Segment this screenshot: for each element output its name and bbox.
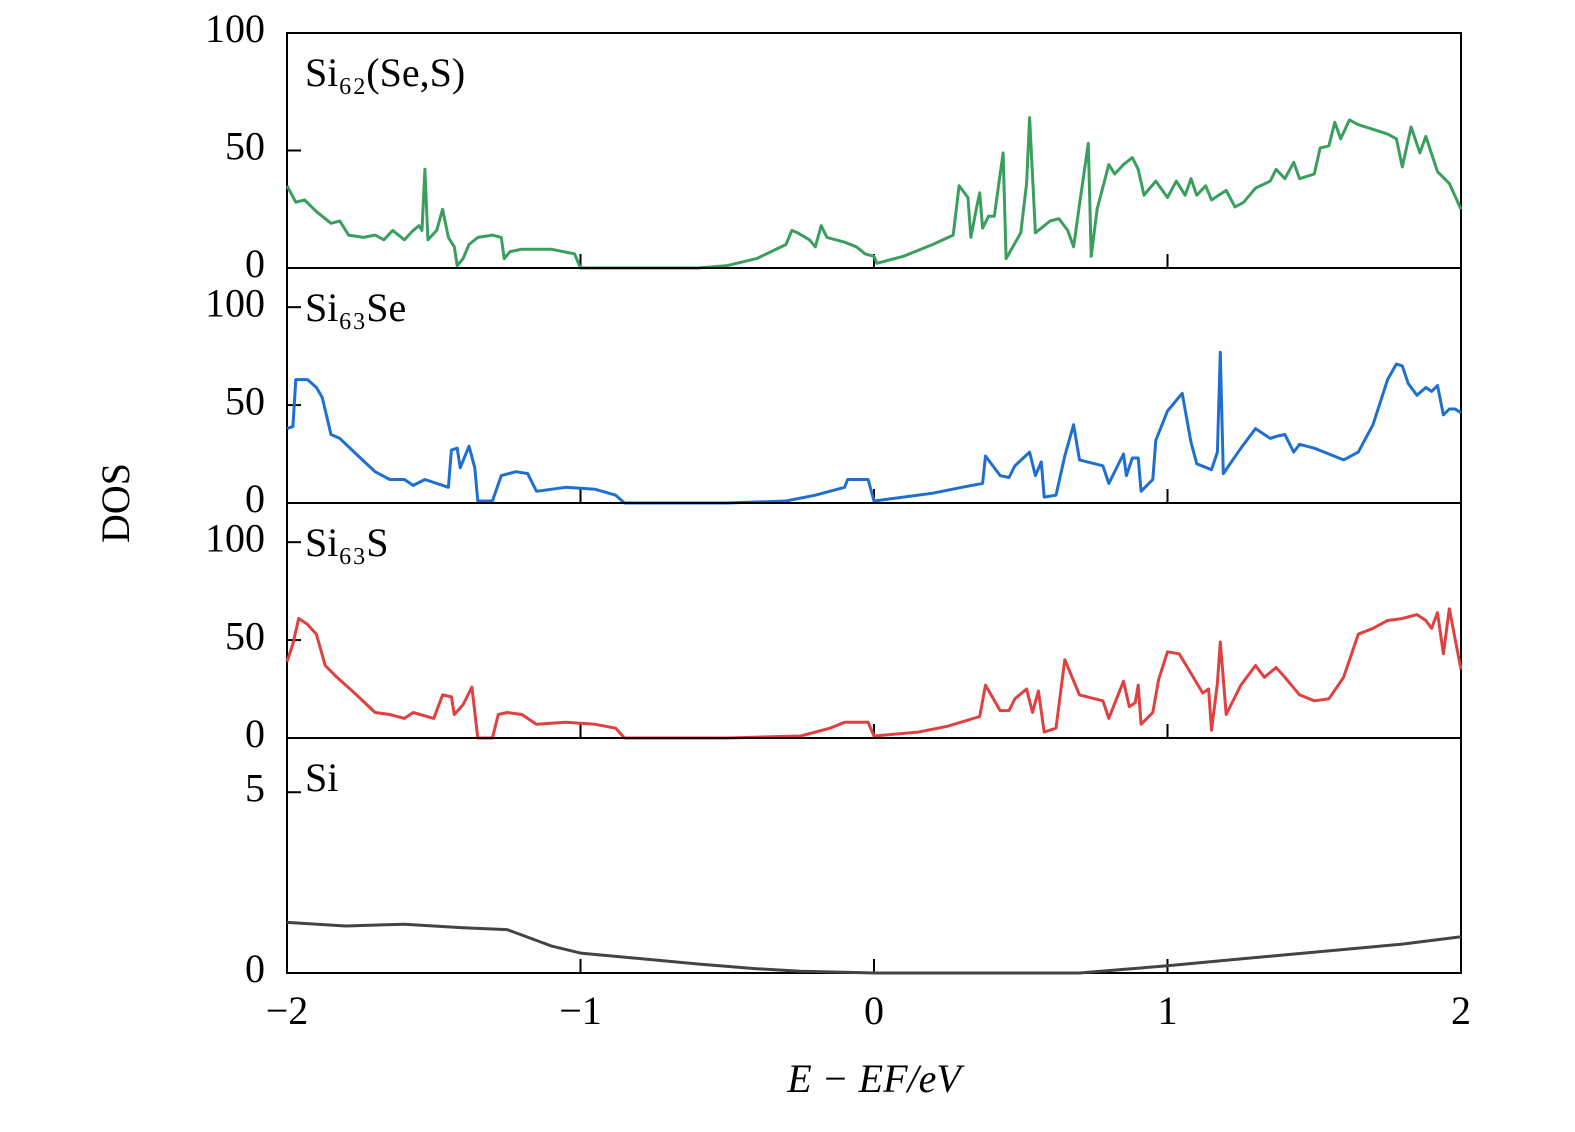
panel-label: Si₆₃Se	[305, 285, 406, 330]
y-tick-label: 5	[245, 765, 265, 810]
dos-line	[286, 920, 1462, 975]
panel-label: Si₆₃S	[305, 520, 389, 565]
y-tick-label: 50	[225, 124, 265, 169]
dos-line	[285, 607, 1463, 740]
dos-line	[286, 350, 1462, 505]
y-axis-label: DOS	[93, 463, 138, 543]
panel-label: Si	[305, 755, 338, 800]
x-tick-label: 2	[1451, 988, 1471, 1033]
y-tick-label: 50	[225, 613, 265, 658]
x-tick-label: 1	[1158, 988, 1178, 1033]
y-tick-label: 0	[245, 946, 265, 991]
x-axis-label: E − EF/eV	[786, 1056, 965, 1101]
y-tick-label: 0	[245, 476, 265, 521]
x-tick-label: 0	[864, 988, 884, 1033]
x-tick-label: −2	[266, 988, 309, 1033]
y-tick-label: 100	[205, 515, 265, 560]
panel-label: Si₆₂(Se,S)	[305, 50, 465, 95]
y-tick-label: 100	[205, 6, 265, 51]
x-tick-label: −1	[559, 988, 602, 1033]
y-tick-label: 0	[245, 711, 265, 756]
dos-line	[285, 116, 1463, 270]
y-tick-label: 50	[225, 378, 265, 423]
y-tick-label: 100	[205, 280, 265, 325]
panel-frame	[286, 737, 1462, 974]
y-tick-label: 0	[245, 241, 265, 286]
panel-frame	[286, 267, 1462, 504]
